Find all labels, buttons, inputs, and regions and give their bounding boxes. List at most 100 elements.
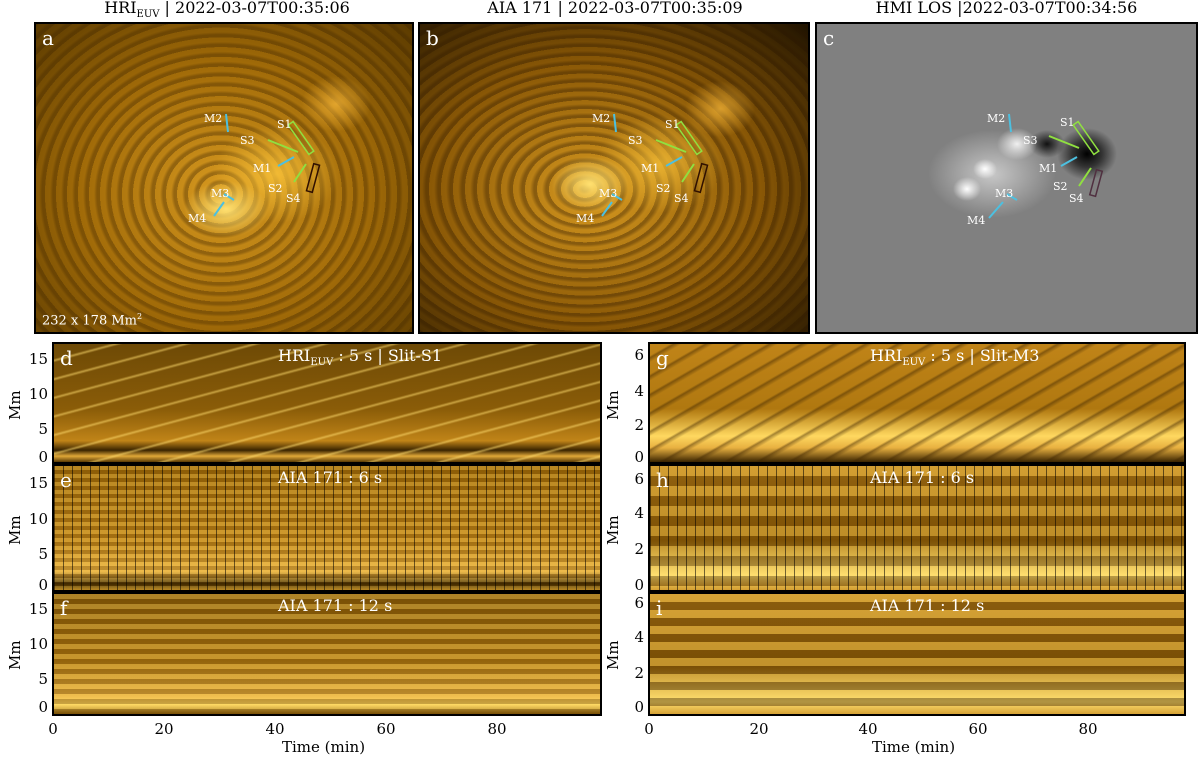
ytick-g-2: 2 (634, 416, 644, 434)
slit-s3 (1048, 135, 1080, 149)
label-s3: S3 (628, 134, 643, 147)
panel-e-title: AIA 171 : 6 s (278, 468, 383, 487)
ytick-d-5: 5 (38, 420, 48, 438)
slit-m2 (613, 113, 617, 133)
xtick-right-0: 0 (644, 720, 654, 738)
slit-s3 (267, 139, 299, 153)
slit-m1 (277, 156, 295, 167)
panel-f-letter: f (60, 596, 68, 620)
panel-c-slits (988, 113, 1104, 219)
panel-b-title: AIA 171 | 2022-03-07T00:35:09 (487, 0, 743, 17)
label-s4: S4 (1069, 192, 1084, 205)
label-m2: M2 (987, 112, 1006, 125)
label-s3: S3 (240, 134, 255, 147)
panel-f-title: AIA 171 : 12 s (278, 596, 393, 615)
ytick-f-0: 0 (38, 698, 48, 716)
panel-c-letter: c (823, 26, 835, 50)
ytick-d-15: 15 (28, 350, 48, 368)
panel-d-title-sub: EUV (310, 357, 334, 369)
panel-d-plot: d HRIEUV : 5 s | Slit-S1 (52, 342, 602, 464)
ytick-e-15: 15 (28, 474, 48, 492)
slit-m3 (223, 193, 235, 201)
slit-m3 (611, 193, 623, 201)
ytick-e-10: 10 (28, 510, 48, 528)
panel-i-plot: i AIA 171 : 12 s (648, 592, 1186, 716)
ytick-d-0: 0 (38, 448, 48, 466)
label-s2: S2 (1053, 180, 1068, 193)
ytick-g-0: 0 (634, 448, 644, 466)
slit-s2 (293, 163, 307, 183)
label-m4: M4 (576, 212, 595, 225)
xtick-left-60: 60 (376, 720, 396, 738)
label-m3: M3 (995, 187, 1014, 200)
label-m1: M1 (1039, 162, 1058, 175)
label-m2: M2 (204, 112, 223, 125)
panel-a-title-sub: EUV (136, 9, 160, 21)
label-m1: M1 (641, 162, 660, 175)
panel-b-slits (601, 113, 709, 217)
panel-g-title-rest: : 5 s | Slit-M3 (925, 346, 1040, 365)
xtick-right-20: 20 (749, 720, 769, 738)
ytick-e-0: 0 (38, 576, 48, 594)
slit-m4 (988, 201, 1004, 219)
panel-d-letter: d (60, 346, 73, 370)
left-ylabel-d: Mm (6, 390, 24, 420)
ytick-i-6: 6 (634, 594, 644, 612)
label-s2: S2 (656, 182, 671, 195)
slit-m4 (213, 201, 225, 217)
panel-f-plot: f AIA 171 : 12 s (52, 592, 602, 716)
panel-a-title-main: HRI (104, 0, 137, 17)
xtick-left-20: 20 (154, 720, 174, 738)
xtick-left-40: 40 (265, 720, 285, 738)
slit-s1 (287, 120, 315, 156)
label-m4: M4 (188, 212, 207, 225)
scale-label: 232 x 178 Mm2 (42, 312, 142, 328)
slit-m3 (1006, 193, 1018, 201)
panel-d-title-main: HRI (278, 346, 311, 365)
panel-h-title: AIA 171 : 6 s (870, 468, 975, 487)
panel-c-title: HMI LOS |2022-03-07T00:34:56 (875, 0, 1138, 17)
ytick-h-6: 6 (634, 470, 644, 488)
xtick-left-0: 0 (48, 720, 58, 738)
panel-b-letter: b (426, 26, 439, 50)
panel-e-letter: e (60, 468, 72, 492)
ytick-g-4: 4 (634, 382, 644, 400)
panel-g-title: HRIEUV : 5 s | Slit-M3 (870, 346, 1039, 368)
panel-h-plot: h AIA 171 : 6 s (648, 464, 1186, 592)
ytick-f-15: 15 (28, 600, 48, 618)
panel-g-plot: g HRIEUV : 5 s | Slit-M3 (648, 342, 1186, 464)
panel-d-title: HRIEUV : 5 s | Slit-S1 (278, 346, 442, 368)
left-ylabel-e: Mm (6, 515, 24, 545)
ytick-h-0: 0 (634, 576, 644, 594)
panel-b-image: b M2 S1 S3 M1 S2 S4 M3 M4 (418, 22, 810, 334)
panel-e-plot: e AIA 171 : 6 s (52, 464, 602, 592)
label-m2: M2 (592, 112, 611, 125)
label-s1: S1 (665, 118, 680, 131)
slit-s1 (1072, 120, 1100, 156)
xtick-right-60: 60 (968, 720, 988, 738)
slit-s4 (693, 162, 709, 194)
panel-d-title-rest: : 5 s | Slit-S1 (333, 346, 443, 365)
label-m3: M3 (599, 187, 618, 200)
panel-h-letter: h (656, 468, 669, 492)
left-xlabel: Time (min) (282, 738, 366, 756)
label-s4: S4 (674, 192, 689, 205)
panel-a-image: a 232 x 178 Mm2 M2 S1 S3 M1 S2 S4 M3 M4 (34, 22, 414, 334)
slit-s4 (305, 162, 321, 194)
slit-s2 (681, 163, 695, 183)
ytick-i-4: 4 (634, 628, 644, 646)
panel-a-letter: a (42, 26, 54, 50)
right-xlabel: Time (min) (872, 738, 956, 756)
ytick-i-2: 2 (634, 664, 644, 682)
label-s3: S3 (1023, 134, 1038, 147)
panel-a-title: HRIEUV | 2022-03-07T00:35:06 (40, 0, 414, 20)
slit-s3 (655, 139, 687, 153)
slit-m4 (601, 201, 613, 217)
panel-i-letter: i (656, 596, 663, 620)
slit-m1 (1060, 156, 1078, 167)
panel-g-title-main: HRI (870, 346, 903, 365)
panel-c-image: c M2 S1 S3 M1 S2 S4 M3 M4 (815, 22, 1198, 334)
ytick-h-2: 2 (634, 540, 644, 558)
ytick-g-6: 6 (634, 346, 644, 364)
slit-s1 (675, 120, 703, 156)
